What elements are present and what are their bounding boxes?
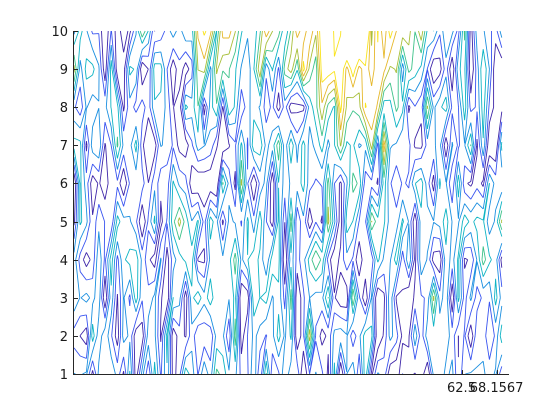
y-tick-label: 8	[60, 101, 68, 116]
contour-level-0	[73, 30, 503, 375]
y-tick-label: 6	[60, 177, 68, 192]
x-ticks: 62.568.1567	[447, 370, 523, 396]
contour-level-2	[73, 30, 503, 375]
contour-level-7	[202, 30, 393, 114]
y-tick-label: 4	[60, 254, 68, 269]
y-tick-label: 10	[51, 25, 68, 40]
contour-level-3	[73, 30, 503, 375]
contour-level-4	[73, 30, 503, 375]
axes	[73, 31, 509, 375]
x-tick-label: 62.5	[447, 381, 476, 396]
contour-level-1	[73, 30, 503, 375]
y-tick-label: 5	[60, 216, 68, 231]
x-tick-label: 68.1567	[470, 381, 524, 396]
y-tick-label: 1	[60, 368, 68, 383]
y-tick-label: 2	[60, 330, 68, 345]
contour-level-5	[73, 30, 503, 342]
y-ticks: 1 2 3 4 5 6 7 8 9 10	[51, 25, 78, 383]
contour-lines	[73, 30, 503, 375]
y-tick-label: 3	[60, 292, 68, 307]
y-tick-label: 7	[60, 139, 68, 154]
y-tick-label: 9	[60, 63, 68, 78]
contour-level-6	[197, 30, 397, 153]
